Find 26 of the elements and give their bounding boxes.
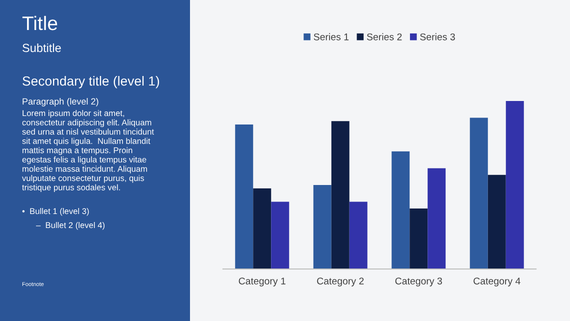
legend-label: Series 1 — [314, 33, 349, 40]
legend-label: Series 2 — [366, 33, 402, 40]
text: • Bullet 1 (level 3) — [22, 208, 89, 216]
bar — [428, 168, 446, 269]
bar — [313, 185, 332, 269]
text: Lorem ipsum dolor sit amet, consectetur adipiscing elit. Aliquam sed urna at nisl vestibulum tincidunt sit amet quis ligula. Nullam blandit mattis magna a tempus. Proin egestas felis a ligula tempus vitae molestie massa tincidunt. Aliquam vulputate consectetur purus, quis tristique purus sodales vel. — [22, 110, 154, 192]
bar — [488, 174, 506, 269]
bar — [271, 202, 290, 269]
text: Title — [22, 16, 58, 30]
text: Secondary title (level 1) — [22, 76, 160, 88]
text: Paragraph (level 2) — [22, 98, 98, 106]
x-tick-label: Category 3 — [395, 278, 442, 286]
x-tick-label: Category 2 — [317, 278, 364, 286]
bar — [349, 202, 368, 269]
x-tick-label: Category 1 — [238, 278, 286, 286]
bar — [253, 188, 272, 269]
bar — [235, 124, 254, 269]
bar — [470, 118, 488, 269]
x-tick-label: Category 4 — [474, 278, 520, 286]
bar — [392, 151, 410, 269]
bar — [331, 121, 350, 269]
bar — [506, 101, 524, 269]
legend-label: Series 3 — [420, 33, 455, 40]
text: Subtitle — [22, 43, 61, 52]
text: – Bullet 2 (level 4) — [36, 222, 104, 230]
bar — [410, 208, 428, 269]
